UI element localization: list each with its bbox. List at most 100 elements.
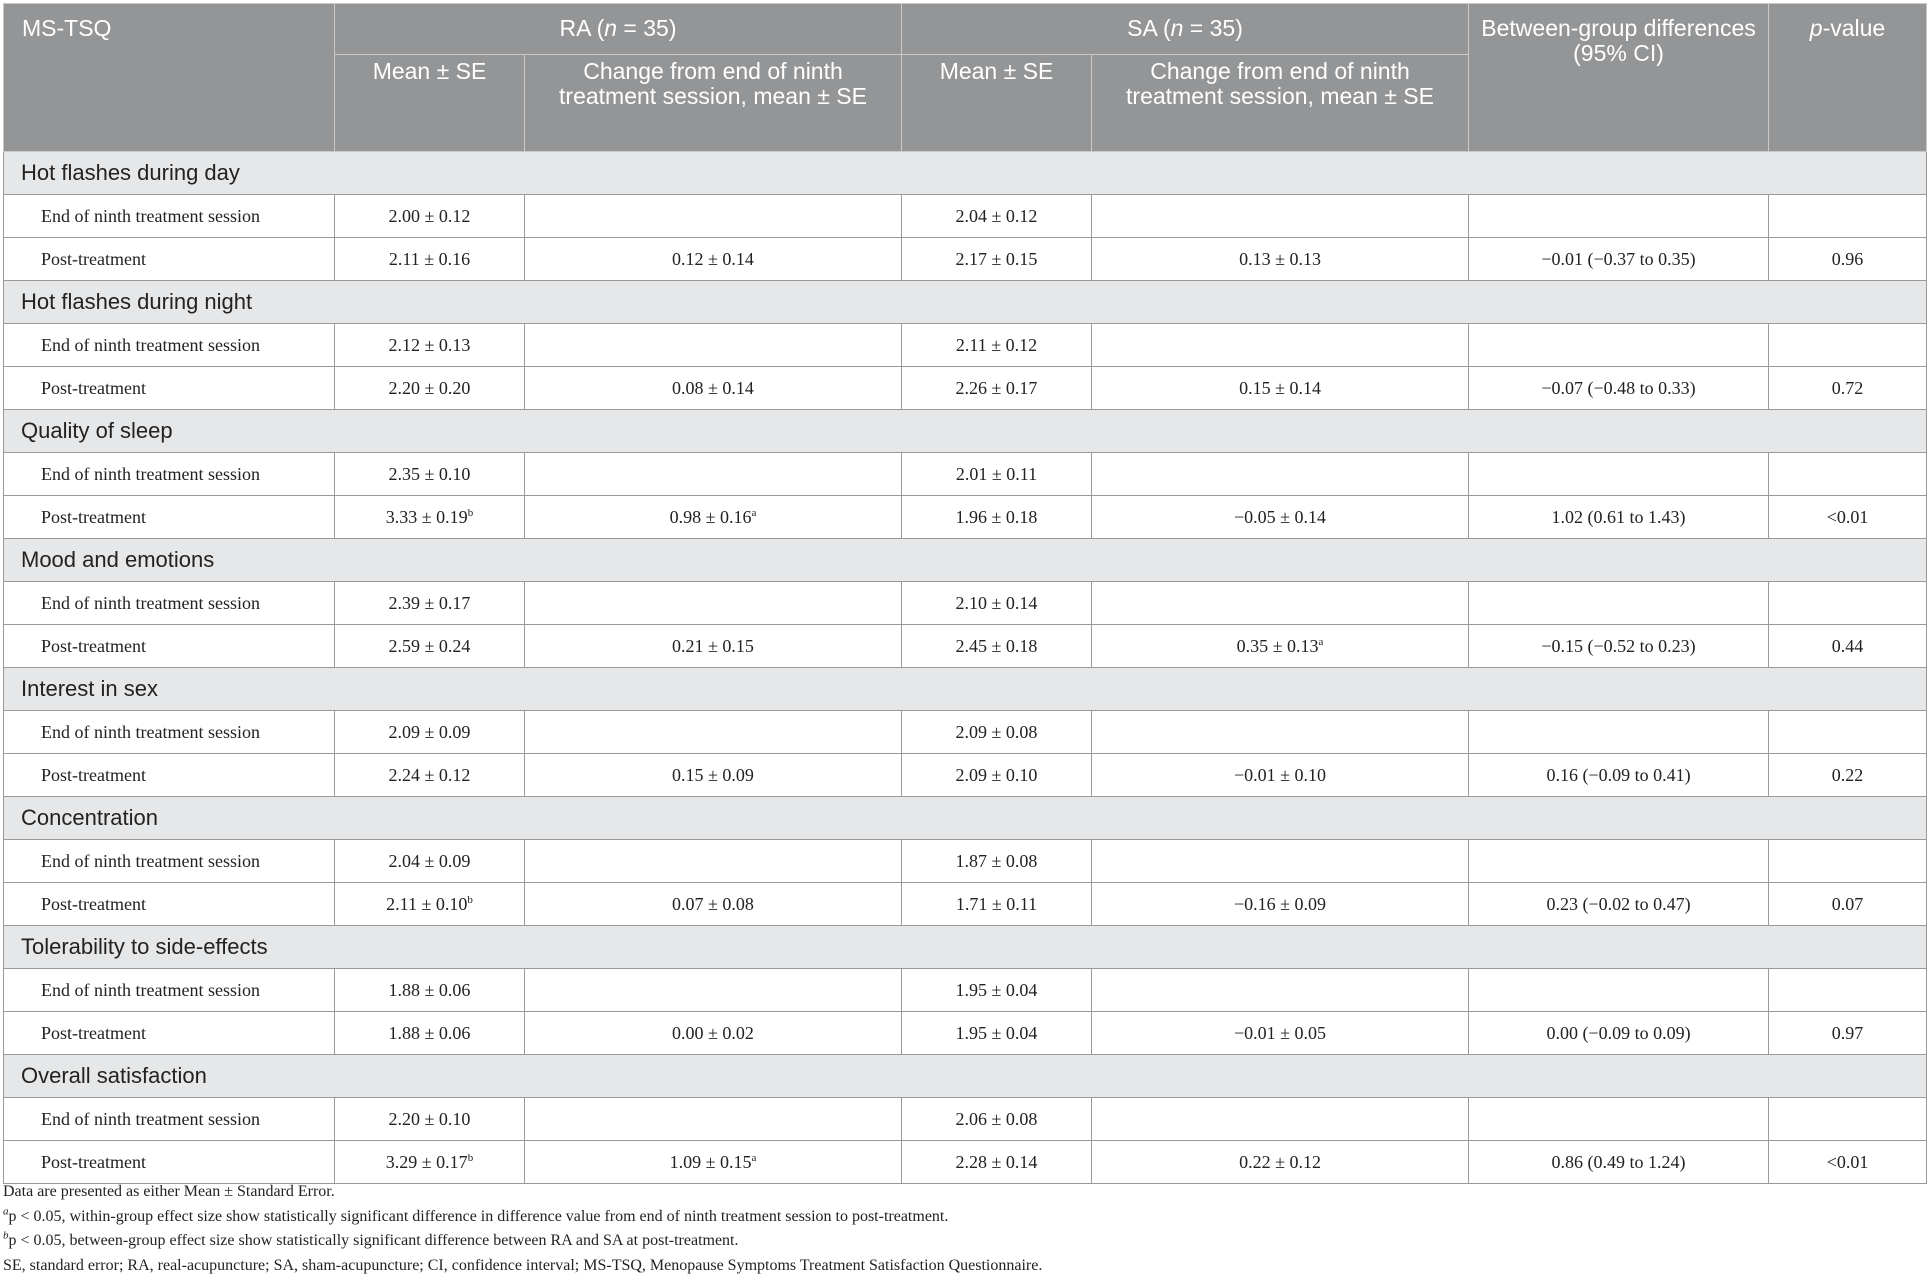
sa-mean-cell-value: 2.09 ± 0.10 — [955, 764, 1038, 785]
section-title: Concentration — [2, 796, 1928, 840]
ra-mean-cell: 2.11 ± 0.16 — [334, 237, 525, 281]
p-value-cell-value: <0.01 — [1826, 1151, 1869, 1172]
sa-mean-cell: 2.01 ± 0.11 — [901, 452, 1092, 496]
table-row: Post-treatment 3.33 ± 0.19b 0.98 ± 0.16a 1.… — [3, 495, 1928, 539]
ra-change-cell: 0.98 ± 0.16a — [524, 495, 902, 539]
p-value-cell — [1768, 839, 1928, 883]
row-label: Post-treatment — [3, 366, 335, 410]
ra-change-cell — [524, 194, 902, 238]
sa-change-cell-value: −0.05 ± 0.14 — [1233, 506, 1327, 527]
sa-mean-cell: 1.95 ± 0.04 — [901, 968, 1092, 1012]
between-group-diff-cell-value: 0.86 (0.49 to 1.24) — [1551, 1151, 1686, 1172]
section-row: Mood and emotions — [2, 538, 1928, 582]
between-group-diff-cell — [1468, 194, 1770, 238]
sa-mean-cell-value: 2.09 ± 0.08 — [955, 721, 1038, 742]
sa-mean-cell: 2.26 ± 0.17 — [901, 366, 1092, 410]
sa-change-cell: 0.35 ± 0.13a — [1090, 624, 1470, 668]
ra-mean-cell-value: 2.00 ± 0.12 — [388, 205, 471, 226]
results-table: MS-TSQ RA (n = 35) SA (n = 35) Between-g… — [2, 3, 1928, 1184]
sa-change-cell — [1090, 1097, 1470, 1141]
header-ra-suffix: = 35) — [617, 15, 677, 41]
sa-mean-cell: 1.96 ± 0.18 — [901, 495, 1092, 539]
p-value-cell: 0.07 — [1768, 882, 1928, 926]
ra-change-cell — [524, 710, 902, 754]
sa-change-cell: 0.15 ± 0.14 — [1090, 366, 1470, 410]
header-ra-change: Change from end of ninth treatment sessi… — [524, 54, 902, 152]
header-p-rest: -value — [1822, 15, 1886, 41]
header-p-value: p-value — [1768, 3, 1928, 152]
row-label: End of ninth treatment session — [3, 194, 335, 238]
between-group-diff-cell: 0.16 (−0.09 to 0.41) — [1468, 753, 1770, 797]
p-value-cell-value: 0.72 — [1831, 377, 1864, 398]
ra-mean-cell: 2.39 ± 0.17 — [334, 581, 525, 625]
section-row: Hot flashes during day — [2, 151, 1928, 195]
ra-change-cell: 0.07 ± 0.08 — [524, 882, 902, 926]
ra-change-cell-value: 0.15 ± 0.09 — [672, 764, 754, 785]
between-group-diff-cell-value: −0.15 (−0.52 to 0.23) — [1541, 635, 1696, 656]
sa-mean-cell: 1.87 ± 0.08 — [901, 839, 1092, 883]
ra-change-cell: 0.15 ± 0.09 — [524, 753, 902, 797]
p-value-cell — [1768, 194, 1928, 238]
ra-mean-cell: 2.35 ± 0.10 — [334, 452, 525, 496]
table-row: Post-treatment 2.59 ± 0.24 0.21 ± 0.15 2.45… — [3, 624, 1928, 668]
header-sa-suffix: = 35) — [1183, 15, 1243, 41]
sa-mean-cell: 2.11 ± 0.12 — [901, 323, 1092, 367]
sa-mean-cell: 1.95 ± 0.04 — [901, 1011, 1092, 1055]
ra-change-cell: 1.09 ± 0.15a — [524, 1140, 902, 1184]
section-title: Hot flashes during day — [2, 151, 1928, 195]
ra-change-cell-value: 0.07 ± 0.08 — [672, 893, 754, 914]
header-p-italic: p — [1809, 15, 1823, 41]
p-value-cell-value: 0.96 — [1831, 248, 1864, 269]
ra-mean-cell: 2.12 ± 0.13 — [334, 323, 525, 367]
between-group-diff-cell — [1468, 323, 1770, 367]
ra-change-cell-value: 0.12 ± 0.14 — [672, 248, 754, 269]
section-row: Tolerability to side-effects — [2, 925, 1928, 969]
between-group-diff-cell-value: 0.16 (−0.09 to 0.41) — [1546, 764, 1691, 785]
between-group-diff-cell-value: 1.02 (0.61 to 1.43) — [1551, 506, 1686, 527]
ra-mean-cell-value: 2.20 ± 0.10 — [388, 1108, 471, 1129]
sa-change-cell: −0.05 ± 0.14 — [1090, 495, 1470, 539]
ra-mean-cell-value: 2.04 ± 0.09 — [388, 850, 471, 871]
table-row: End of ninth treatment session 2.35 ± 0.1… — [3, 452, 1928, 496]
significance-marker: a — [1318, 635, 1324, 648]
sa-mean-cell: 2.09 ± 0.08 — [901, 710, 1092, 754]
sa-change-cell — [1090, 839, 1470, 883]
ra-mean-cell-value: 2.12 ± 0.13 — [388, 334, 471, 355]
results-table-container: MS-TSQ RA (n = 35) SA (n = 35) Between-g… — [2, 3, 1928, 1184]
sa-change-cell: −0.01 ± 0.05 — [1090, 1011, 1470, 1055]
ra-mean-cell-value: 1.88 ± 0.06 — [388, 979, 471, 1000]
row-label-value: End of ninth treatment session — [41, 850, 260, 871]
sa-mean-cell-value: 1.87 ± 0.08 — [955, 850, 1038, 871]
sa-mean-cell: 2.10 ± 0.14 — [901, 581, 1092, 625]
sa-mean-cell-value: 2.11 ± 0.12 — [955, 334, 1038, 355]
row-label-value: End of ninth treatment session — [41, 1108, 260, 1129]
table-row: Post-treatment 2.24 ± 0.12 0.15 ± 0.09 2.09… — [3, 753, 1928, 797]
ra-change-cell-value: 0.00 ± 0.02 — [672, 1022, 754, 1043]
table-row: Post-treatment 2.11 ± 0.10b 0.07 ± 0.08 1.7… — [3, 882, 1928, 926]
ra-mean-cell: 3.29 ± 0.17b — [334, 1140, 525, 1184]
row-label: Post-treatment — [3, 624, 335, 668]
row-label-value: Post-treatment — [41, 506, 146, 527]
section-title: Mood and emotions — [2, 538, 1928, 582]
sa-change-cell-value: 0.15 ± 0.14 — [1239, 377, 1321, 398]
ra-mean-cell: 2.09 ± 0.09 — [334, 710, 525, 754]
row-label: Post-treatment — [3, 882, 335, 926]
row-label-value: Post-treatment — [41, 764, 146, 785]
ra-change-cell — [524, 839, 902, 883]
ra-mean-cell-value: 2.11 ± 0.10 — [386, 893, 468, 914]
ra-mean-cell: 1.88 ± 0.06 — [334, 968, 525, 1012]
ra-change-cell — [524, 581, 902, 625]
ra-change-cell-value: 0.21 ± 0.15 — [672, 635, 754, 656]
row-label: End of ninth treatment session — [3, 581, 335, 625]
header-sa-n: n — [1170, 15, 1184, 41]
footnote-a-text: p < 0.05, within-group effect size show … — [8, 1207, 949, 1225]
header-ra-n: n — [604, 15, 618, 41]
footnote-a-marker: a — [3, 1205, 9, 1218]
between-group-diff-cell — [1468, 1097, 1770, 1141]
footnote-b-text: p < 0.05, between-group effect size show… — [8, 1232, 739, 1249]
sa-mean-cell-value: 1.96 ± 0.18 — [955, 506, 1038, 527]
ra-change-cell — [524, 323, 902, 367]
between-group-diff-cell — [1468, 452, 1770, 496]
ra-mean-cell: 2.24 ± 0.12 — [334, 753, 525, 797]
sa-change-cell — [1090, 323, 1470, 367]
